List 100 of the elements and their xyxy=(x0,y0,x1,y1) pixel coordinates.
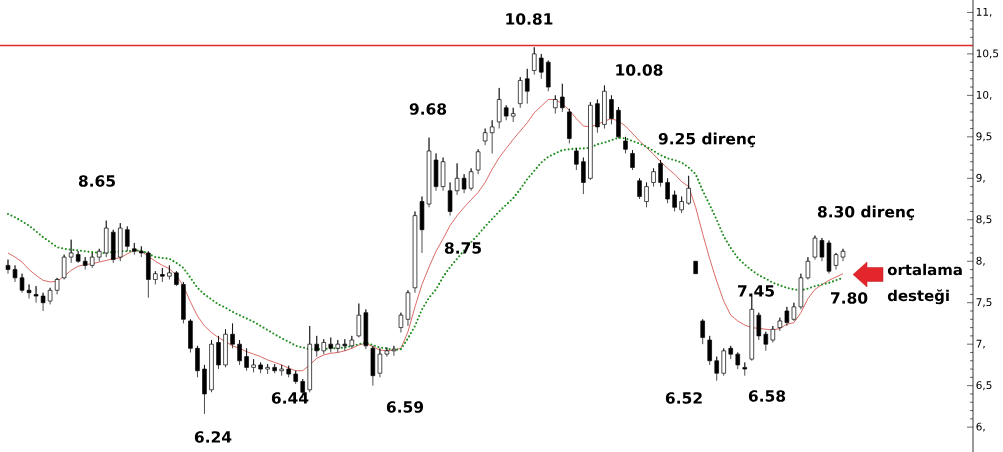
candlestick xyxy=(714,356,719,382)
candlestick xyxy=(798,273,804,310)
candlestick xyxy=(595,99,600,134)
annotation: 9.68 xyxy=(409,103,447,115)
candlestick xyxy=(651,168,656,187)
candlestick xyxy=(223,328,228,368)
y-tick-label: 6,5 xyxy=(976,381,992,391)
candlestick xyxy=(167,265,172,280)
y-tick-label: 6, xyxy=(976,422,985,432)
candlestick xyxy=(805,256,811,280)
candlestick xyxy=(672,190,677,212)
candlestick xyxy=(503,104,509,121)
candlestick xyxy=(525,68,530,105)
candlestick xyxy=(82,256,88,270)
candlestick xyxy=(40,292,46,312)
annotation: 8.30 direnç xyxy=(817,205,915,221)
candlestick xyxy=(630,149,635,171)
candlestick xyxy=(658,159,663,187)
candlestick xyxy=(440,157,446,192)
candlestick xyxy=(777,317,783,332)
candlestick xyxy=(314,335,319,357)
candlestick xyxy=(742,362,748,377)
candlestick xyxy=(258,362,263,374)
candlestick xyxy=(679,196,684,214)
candlestick xyxy=(356,303,362,338)
candlestick xyxy=(510,107,516,123)
candlestick xyxy=(644,182,649,208)
candlestick xyxy=(195,345,200,378)
candlestick xyxy=(61,254,67,280)
candlestick xyxy=(279,364,284,377)
candlestick xyxy=(237,339,242,366)
annotation: 10.81 xyxy=(506,13,553,25)
candlestick xyxy=(181,281,186,324)
candlestick xyxy=(26,284,32,299)
annotation: 7.45 xyxy=(737,285,774,297)
candlestick xyxy=(111,229,116,264)
candlestick xyxy=(153,270,158,285)
candlestick xyxy=(75,250,81,264)
candlestick xyxy=(328,337,334,353)
text: ortalama desteği xyxy=(887,263,962,305)
candlestick xyxy=(693,260,698,275)
candlestick xyxy=(125,226,130,252)
y-tick-label: 9,5 xyxy=(976,132,992,142)
annotation: 10.08 xyxy=(616,64,663,76)
candlestick xyxy=(812,235,818,260)
candlestick xyxy=(770,325,776,343)
candlestick xyxy=(517,76,523,109)
candlestick xyxy=(609,95,614,125)
y-tick-label: 8,5 xyxy=(976,215,992,225)
candlestick xyxy=(756,312,762,341)
candlestick xyxy=(132,242,137,255)
annotation: 8.75 xyxy=(444,242,481,254)
candlestick xyxy=(174,270,179,287)
candlestick xyxy=(567,108,572,144)
candlestick xyxy=(244,347,249,372)
candlestick xyxy=(574,148,579,171)
candlestick xyxy=(553,95,558,114)
y-tick-label: 8, xyxy=(976,256,985,266)
candlestick xyxy=(342,338,348,352)
candlestick xyxy=(202,364,207,415)
candlestick xyxy=(482,128,488,146)
y-tick-label: 10, xyxy=(976,90,992,100)
candlestick xyxy=(398,312,404,333)
candlestick xyxy=(475,148,481,175)
candlestick xyxy=(293,370,298,385)
candlestick xyxy=(209,339,214,393)
candlestick xyxy=(33,285,39,304)
candlestick xyxy=(321,338,327,355)
candlestick xyxy=(307,325,312,393)
candlestick xyxy=(616,106,621,139)
y-tick-label: 7, xyxy=(976,339,985,349)
y-tick-label: 10,5 xyxy=(976,49,999,59)
candlestick xyxy=(447,182,453,216)
candlestick xyxy=(272,363,277,374)
candlestick xyxy=(468,168,474,192)
candlestick xyxy=(560,83,565,113)
annotation: 9.25 direnç xyxy=(658,132,756,148)
annotation: 7.80 xyxy=(830,292,868,304)
candlestick xyxy=(454,163,460,196)
candlestick xyxy=(728,345,733,360)
candlestick xyxy=(391,345,397,357)
candlestick xyxy=(665,177,670,204)
candlestick xyxy=(602,85,607,129)
annotation: 8.65 xyxy=(78,175,115,187)
candlestick xyxy=(700,318,705,345)
candlestick xyxy=(216,335,221,370)
candlestick xyxy=(384,347,390,357)
candlestick xyxy=(370,345,376,386)
candlestick xyxy=(230,323,235,349)
candlestick xyxy=(47,287,53,305)
annotation: 6.44 xyxy=(271,392,309,404)
candlestick xyxy=(265,363,270,375)
candlestick xyxy=(103,220,109,258)
candlestick xyxy=(588,101,593,181)
candlestick xyxy=(496,87,502,129)
candlestick xyxy=(349,335,355,349)
candlestick xyxy=(532,46,537,75)
candlestick xyxy=(763,331,769,352)
candlestick xyxy=(791,302,797,322)
candlestick xyxy=(784,306,790,327)
